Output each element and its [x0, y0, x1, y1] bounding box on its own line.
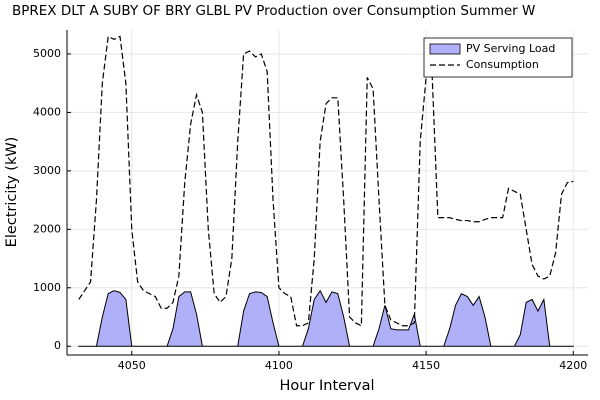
pv-area: [78, 289, 574, 347]
y-axis-label: Electricity (kW): [4, 137, 20, 248]
x-tick-label: 4200: [559, 359, 587, 372]
x-axis-label: Hour Interval: [279, 378, 374, 394]
y-tick-label: 1000: [33, 281, 61, 294]
y-tick-label: 5000: [33, 47, 61, 60]
y-tick-label: 4000: [33, 105, 61, 118]
y-tick-label: 2000: [33, 222, 61, 235]
y-tick-label: 3000: [33, 164, 61, 177]
legend-label: Consumption: [466, 58, 539, 71]
legend-swatch: [429, 43, 461, 55]
consumption-line: [78, 35, 574, 327]
legend-label: PV Serving Load: [466, 42, 555, 55]
x-tick-label: 4100: [265, 359, 293, 372]
y-tick-label: 0: [54, 339, 61, 352]
x-tick-label: 4050: [118, 359, 146, 372]
legend-box: [423, 37, 573, 78]
chart-title: BPREX DLT A SUBY OF BRY GLBL PV Producti…: [12, 3, 535, 19]
x-tick-label: 4150: [412, 359, 440, 372]
